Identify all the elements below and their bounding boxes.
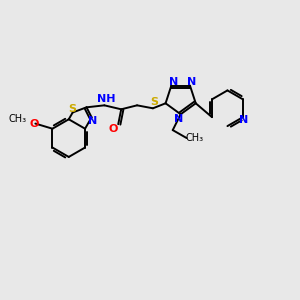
Text: O: O xyxy=(109,124,118,134)
Text: CH₃: CH₃ xyxy=(185,133,204,143)
Text: N: N xyxy=(239,115,248,125)
Text: CH₃: CH₃ xyxy=(8,114,26,124)
Text: S: S xyxy=(69,103,77,113)
Text: NH: NH xyxy=(97,94,116,104)
Text: N: N xyxy=(187,76,196,87)
Text: S: S xyxy=(150,98,158,107)
Text: N: N xyxy=(88,116,97,126)
Text: O: O xyxy=(30,118,39,129)
Text: N: N xyxy=(174,114,183,124)
Text: N: N xyxy=(169,76,178,87)
